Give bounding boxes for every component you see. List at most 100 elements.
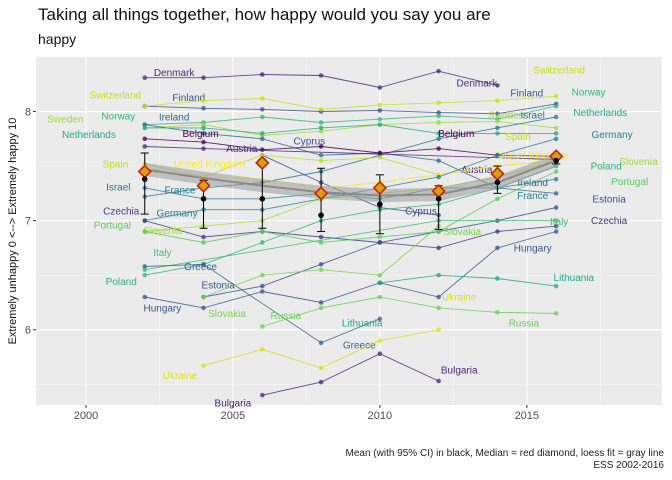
data-point-ukraine [318, 365, 324, 371]
data-point-france [553, 176, 559, 182]
series-label-spain: Spain [103, 159, 129, 170]
data-point-netherlands [377, 122, 383, 127]
data-point-norway [318, 120, 324, 125]
data-point-hungary [318, 300, 324, 305]
data-point-switzerland [495, 98, 500, 103]
data-point-bulgaria [318, 379, 324, 385]
series-label-slovakia: Slovakia [208, 309, 246, 320]
series-label-ireland: Ireland [517, 178, 548, 189]
data-point-denmark [260, 72, 265, 77]
data-point-norway [436, 113, 441, 119]
data-point-czechia [436, 245, 441, 251]
data-point-norway [260, 114, 265, 120]
data-point-estonia [260, 283, 265, 289]
series-label-belgium: Belgium [183, 129, 219, 140]
series-line-norway [144, 105, 557, 126]
series-label-poland: Poland [106, 277, 137, 288]
y-tick-label: 7 [25, 216, 31, 228]
data-point-belgium [318, 144, 324, 149]
loess-line [144, 159, 557, 197]
data-point-portugal [436, 229, 441, 234]
mean-point [435, 196, 442, 202]
data-point-netherlands [142, 125, 148, 131]
series-label-ireland: Ireland [159, 113, 190, 124]
series-label-denmark: Denmark [154, 68, 196, 79]
series-label-russia: Russia [509, 319, 540, 330]
data-point-lithuania [553, 283, 559, 289]
series-label-portugal: Portugal [94, 221, 131, 232]
data-point-switzerland [142, 103, 148, 109]
series-label-israel: Israel [520, 110, 544, 121]
data-point-austria [142, 144, 148, 149]
data-point-lithuania [436, 272, 441, 278]
series-line-greece [144, 263, 381, 344]
series-label-russia: Russia [271, 311, 302, 322]
data-point-greece [201, 261, 206, 267]
data-point-denmark [436, 68, 441, 74]
series-line-netherlands [144, 124, 557, 134]
series-label-portugal: Portugal [611, 177, 648, 188]
chart-caption-line1: Mean (with 95% CI) in black, Median = re… [345, 448, 665, 459]
data-point-russia [553, 311, 559, 316]
data-point-germany [495, 152, 500, 158]
data-point-finland [201, 105, 206, 111]
data-point-hungary [142, 294, 148, 300]
series-line-bulgaria [262, 353, 439, 396]
series-label-netherlands: Netherlands [62, 130, 116, 141]
data-point-italy [142, 267, 148, 273]
data-point-hungary [436, 294, 441, 300]
data-point-portugal [142, 229, 148, 234]
mean-point [494, 179, 501, 186]
series-label-finland: Finland [172, 93, 205, 104]
loess-band [144, 154, 557, 203]
series-label-hungary: Hungary [514, 243, 552, 254]
data-point-greece [142, 264, 148, 269]
series-label-netherlands: Netherlands [573, 108, 627, 119]
series-label-finland: Finland [510, 89, 543, 100]
data-point-denmark [318, 73, 324, 78]
data-point-finland [377, 108, 383, 113]
data-point-germany [553, 136, 559, 142]
series-label-hungary: Hungary [143, 303, 181, 314]
data-point-ukraine [260, 347, 265, 352]
data-point-norway [553, 103, 559, 109]
series-label-greece: Greece [343, 341, 376, 352]
series-label-cyprus: Cyprus [293, 137, 325, 148]
chart-title: Taking all things together, how happy wo… [38, 5, 491, 24]
data-point-ukraine [201, 363, 206, 369]
series-label-estonia: Estonia [202, 281, 236, 292]
data-point-slovakia [318, 267, 324, 273]
data-point-belgium [201, 139, 206, 145]
series-label-norway: Norway [101, 111, 135, 122]
mean-point [259, 196, 266, 202]
data-point-belgium [377, 150, 383, 156]
data-point-switzerland [260, 96, 265, 101]
data-point-ireland [318, 152, 324, 158]
data-point-israel [495, 125, 500, 131]
data-point-switzerland [201, 98, 206, 103]
chart-caption-line2: ESS 2002-2016 [593, 460, 664, 471]
series-label-lithuania: Lithuania [554, 273, 595, 284]
data-point-netherlands [318, 125, 324, 131]
data-point-belgium [260, 147, 265, 153]
median-diamond [372, 180, 387, 196]
series-label-austria: Austria [461, 165, 493, 176]
data-point-netherlands [553, 131, 559, 136]
series-line-portugal [144, 171, 557, 243]
data-point-ukraine [436, 327, 441, 333]
data-point-belgium [436, 146, 441, 151]
data-point-portugal [377, 234, 383, 240]
data-point-sweden [318, 128, 324, 134]
data-point-estonia [318, 261, 324, 267]
data-point-czechia [318, 234, 324, 240]
data-point-portugal [495, 196, 500, 202]
series-label-slovenia: Slovenia [619, 157, 658, 168]
data-point-hungary [495, 245, 500, 251]
series-line-switzerland [144, 95, 557, 110]
series-label-cyprus: Cyprus [405, 206, 437, 217]
data-point-switzerland [436, 100, 441, 106]
data-point-bulgaria [260, 392, 265, 398]
data-point-israel [436, 136, 441, 142]
data-point-spain [377, 155, 383, 160]
data-point-lithuania [377, 280, 383, 286]
